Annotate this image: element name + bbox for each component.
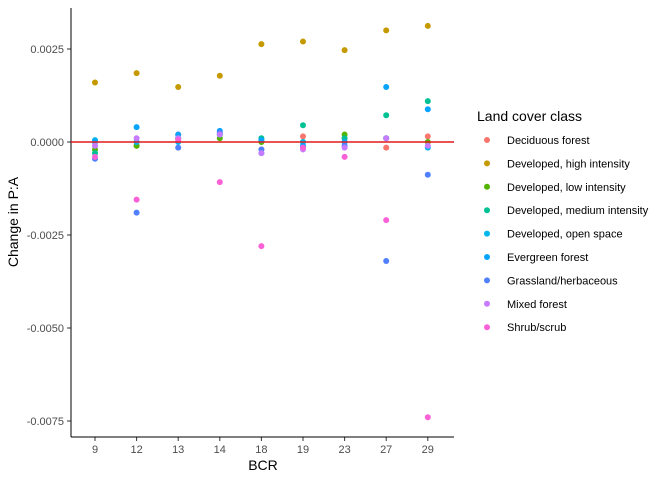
data-point — [92, 142, 98, 149]
legend-key — [484, 137, 490, 143]
legend-title: Land cover class — [477, 108, 582, 124]
data-point — [424, 142, 431, 149]
legend-label: Developed, medium intensity — [507, 205, 649, 217]
data-point — [383, 135, 390, 142]
data-point — [216, 131, 223, 138]
data-point — [300, 38, 306, 45]
y-axis-title: Change in P:A — [5, 176, 21, 267]
data-point — [258, 150, 265, 157]
x-axis-ticks: 9 12 13 14 18 19 23 27 29 — [92, 437, 434, 456]
legend-item: Developed, high intensity — [484, 158, 630, 170]
legend-item: Developed, medium intensity — [484, 205, 649, 217]
data-point — [133, 209, 140, 216]
x-tick-label: 19 — [297, 444, 309, 456]
legend-key — [484, 277, 490, 284]
data-point — [341, 153, 348, 160]
data-point — [133, 135, 140, 142]
legend-item: Deciduous forest — [484, 135, 590, 147]
data-points — [92, 22, 431, 421]
x-tick-label: 14 — [214, 444, 226, 456]
y-tick-label: -0.0050 — [27, 323, 64, 335]
data-point — [133, 70, 140, 77]
x-tick-label: 13 — [172, 444, 184, 456]
legend-key — [484, 207, 490, 214]
data-point — [383, 112, 390, 119]
data-point — [175, 83, 182, 90]
legend-label: Developed, low intensity — [507, 182, 626, 194]
data-point — [383, 258, 390, 265]
data-point — [300, 133, 306, 140]
x-tick-label: 29 — [422, 444, 434, 456]
data-point — [383, 83, 390, 90]
legend-key — [484, 324, 490, 331]
y-tick-label: 0.0025 — [30, 44, 64, 56]
data-point — [300, 122, 306, 129]
y-tick-label: -0.0075 — [27, 416, 64, 428]
legend-label: Deciduous forest — [507, 135, 590, 147]
legend-item: Developed, low intensity — [484, 182, 626, 194]
data-point — [258, 243, 265, 250]
legend-label: Shrub/scrub — [507, 322, 566, 334]
data-point — [133, 124, 140, 131]
legend-key — [484, 254, 490, 260]
data-point — [424, 133, 431, 140]
x-tick-label: 23 — [338, 444, 350, 456]
data-point — [424, 22, 431, 29]
legend-label: Developed, open space — [507, 229, 623, 241]
legend-label: Evergreen forest — [507, 252, 588, 264]
x-tick-label: 12 — [130, 444, 142, 456]
x-axis-title: BCR — [248, 457, 278, 473]
y-tick-label: 0.0000 — [30, 137, 64, 149]
data-point — [300, 144, 306, 151]
x-tick-label: 18 — [255, 444, 267, 456]
data-point — [424, 171, 431, 178]
data-point — [175, 144, 182, 151]
legend-key — [484, 300, 490, 307]
legend-item: Evergreen forest — [484, 252, 588, 264]
data-point — [341, 144, 348, 151]
data-point — [424, 106, 431, 113]
data-point — [216, 179, 223, 186]
data-point — [424, 98, 431, 105]
legend-key — [484, 160, 490, 167]
legend-label: Developed, high intensity — [507, 158, 630, 170]
x-tick-label: 27 — [380, 444, 392, 456]
data-point — [424, 414, 431, 421]
legend-item: Developed, open space — [484, 229, 623, 241]
data-point — [341, 47, 348, 54]
legend-label: Grassland/herbaceous — [507, 275, 618, 287]
legend-key — [484, 230, 490, 237]
data-point — [383, 144, 390, 151]
legend-item: Shrub/scrub — [484, 322, 566, 334]
data-point — [92, 79, 98, 86]
data-point — [92, 153, 98, 160]
x-tick-label: 9 — [92, 444, 98, 456]
y-tick-label: -0.0025 — [27, 230, 64, 242]
legend-label: Mixed forest — [507, 299, 567, 311]
legend: Land cover class Deciduous forest Develop… — [477, 108, 649, 334]
data-point — [383, 217, 390, 224]
legend-item: Mixed forest — [484, 299, 567, 311]
legend-item: Grassland/herbaceous — [484, 275, 618, 287]
data-point — [216, 72, 223, 79]
data-point — [133, 196, 140, 203]
data-point — [383, 27, 390, 34]
data-point — [258, 41, 265, 48]
y-axis-ticks: 0.0025 0.0000 -0.0025 -0.0050 -0.0075 — [27, 44, 71, 428]
legend-key — [484, 183, 490, 190]
